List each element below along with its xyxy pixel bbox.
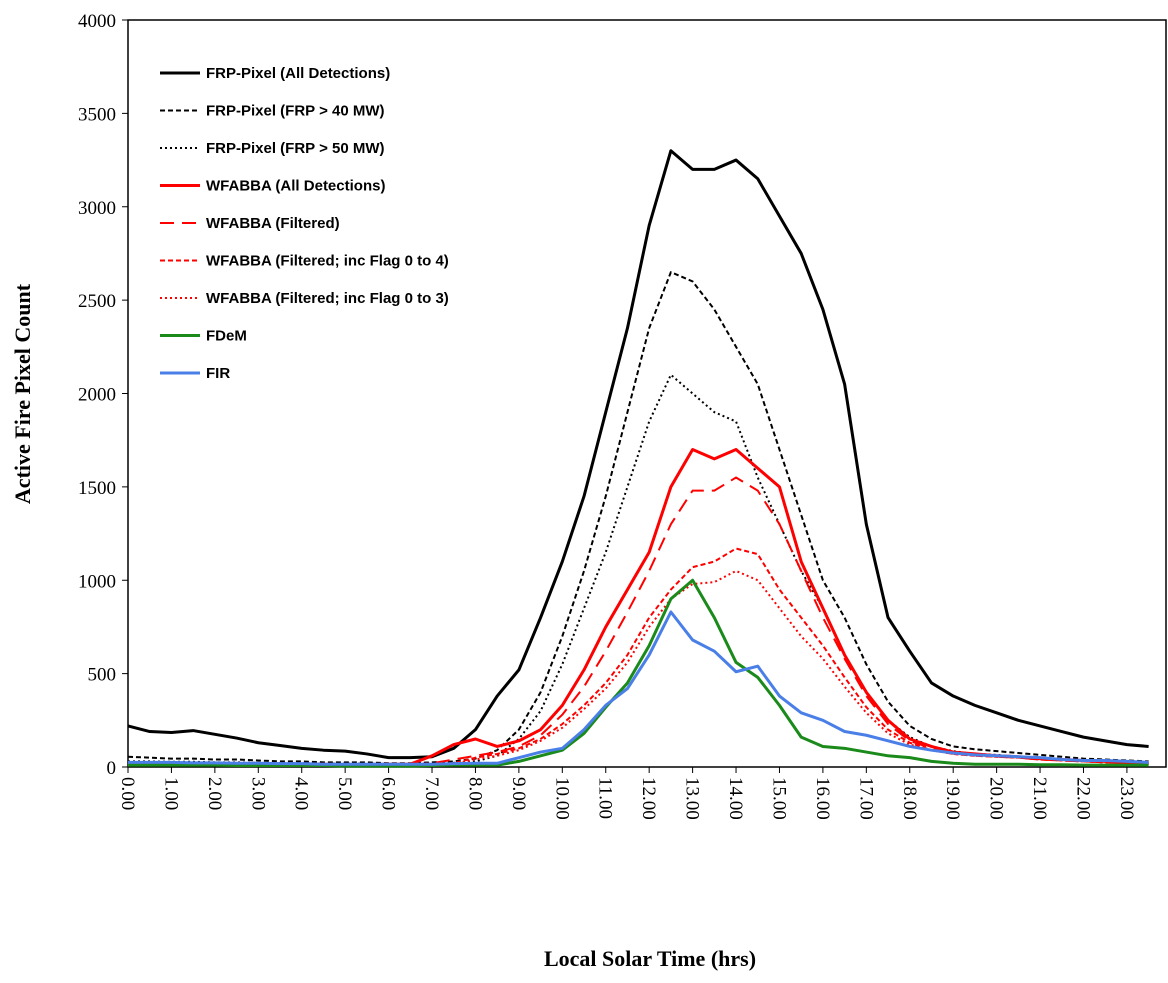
legend-label: FRP-Pixel (All Detections) — [206, 65, 390, 82]
x-tick-label: 11.00 — [595, 777, 616, 819]
legend-label: WFABBA (Filtered; inc Flag 0 to 3) — [206, 290, 449, 307]
y-tick-label: 500 — [88, 665, 117, 686]
x-tick-label: 18.00 — [899, 777, 920, 820]
y-axis-label: Active Fire Pixel Count — [10, 283, 35, 504]
x-tick-label: 21.00 — [1029, 777, 1050, 820]
x-tick-label: 7.00 — [421, 777, 442, 810]
y-tick-label: 1500 — [78, 478, 116, 499]
x-tick-label: 1.00 — [160, 777, 181, 810]
series-line — [128, 610, 1149, 766]
y-tick-label: 3500 — [78, 104, 116, 125]
x-tick-label: 4.00 — [291, 777, 312, 810]
x-tick-label: 9.00 — [508, 777, 529, 810]
x-tick-label: 2.00 — [204, 777, 225, 810]
x-tick-label: 3.00 — [247, 777, 268, 810]
x-tick-label: 14.00 — [725, 777, 746, 820]
y-tick-label: 4000 — [78, 11, 116, 32]
y-tick-label: 0 — [107, 758, 117, 779]
legend-label: FIR — [206, 365, 230, 382]
x-tick-label: 16.00 — [812, 777, 833, 820]
series-line — [128, 569, 1149, 767]
y-tick-label: 3000 — [78, 198, 116, 219]
series-line — [128, 476, 1149, 767]
series-line — [128, 448, 1149, 767]
legend-label: WFABBA (Filtered) — [206, 215, 340, 232]
x-tick-label: 6.00 — [378, 777, 399, 810]
y-tick-label: 2000 — [78, 385, 116, 406]
series-line — [127, 149, 1149, 760]
y-tick-label: 1000 — [78, 571, 116, 592]
y-tick-label: 2500 — [78, 291, 116, 312]
series-line — [127, 271, 1149, 765]
x-tick-label: 5.00 — [334, 777, 355, 810]
legend-label: WFABBA (Filtered; inc Flag 0 to 4) — [206, 253, 449, 270]
x-tick-label: 17.00 — [855, 777, 876, 820]
legend-label: FDeM — [206, 328, 247, 345]
x-tick-label: 0.00 — [117, 777, 138, 810]
x-axis-label: Local Solar Time (hrs) — [544, 946, 756, 971]
x-tick-label: 19.00 — [942, 777, 963, 820]
x-tick-label: 20.00 — [986, 777, 1007, 820]
x-tick-label: 10.00 — [551, 777, 572, 820]
legend-label: WFABBA (All Detections) — [206, 178, 385, 195]
x-tick-label: 8.00 — [464, 777, 485, 810]
x-tick-label: 12.00 — [638, 777, 659, 820]
x-tick-label: 22.00 — [1072, 777, 1093, 820]
series-line — [128, 547, 1149, 767]
series-line — [128, 578, 1149, 768]
plot-area — [127, 19, 1167, 768]
legend-label: FRP-Pixel (FRP > 40 MW) — [206, 103, 385, 120]
legend-label: FRP-Pixel (FRP > 50 MW) — [206, 140, 385, 157]
x-tick-label: 23.00 — [1116, 777, 1137, 820]
x-tick-label: 13.00 — [682, 777, 703, 820]
x-tick-label: 15.00 — [768, 777, 789, 820]
